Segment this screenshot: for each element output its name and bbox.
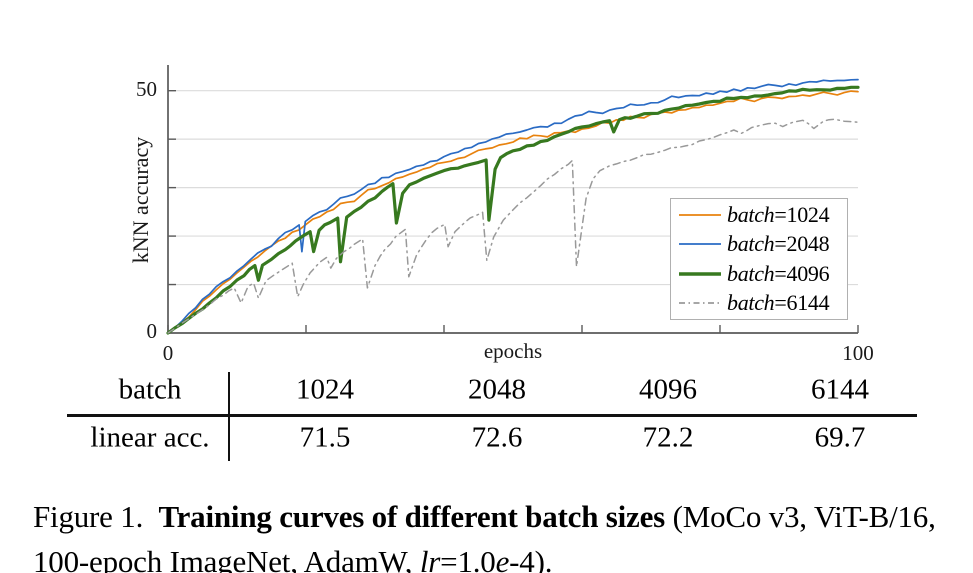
y-axis-label: kNN accuracy — [128, 136, 153, 264]
series-line-batch-6144 — [167, 118, 859, 334]
x-tick-label-100: 100 — [842, 341, 874, 365]
legend-line-sample — [679, 243, 721, 246]
table-cell: 4096 — [639, 373, 697, 406]
caption-segment: =1.0 — [440, 543, 496, 573]
legend-label: batch=2048 — [727, 231, 830, 257]
legend-label: batch=1024 — [727, 202, 830, 228]
table-cell: 1024 — [296, 373, 354, 406]
legend-line-sample — [679, 301, 721, 304]
series-line-batch-2048 — [167, 78, 859, 334]
table-cell: 69.7 — [814, 421, 866, 454]
training-curves-chart — [166, 65, 860, 335]
caption-segment: Training curves of different batch sizes — [158, 499, 666, 534]
table-cell: 72.6 — [471, 421, 523, 454]
legend-row-batch-6144: batch=6144 — [678, 289, 843, 317]
x-tick-label-0: 0 — [162, 341, 174, 365]
caption-segment: (MoCo v3, ViT-B/16, 100-epoch ImageNet, … — [33, 499, 936, 573]
table-row-label: linear acc. — [90, 421, 210, 454]
table-cell: 6144 — [811, 373, 869, 406]
table-cell: 2048 — [468, 373, 526, 406]
legend-line-sample — [679, 214, 721, 217]
table-row-label: batch — [118, 373, 182, 406]
legend-row-batch-1024: batch=1024 — [678, 201, 843, 229]
table-midrule — [67, 414, 917, 418]
legend-row-batch-4096: batch=4096 — [678, 260, 843, 288]
table-cell: 72.2 — [642, 421, 694, 454]
legend-line-sample — [679, 271, 721, 276]
y-tick-label-0: 0 — [146, 319, 158, 343]
caption-segment: -4). — [509, 543, 553, 573]
caption-segment: Figure 1. — [33, 499, 159, 534]
caption-segment: lr — [419, 543, 441, 573]
series-line-batch-4096 — [166, 85, 860, 335]
legend-label: batch=6144 — [727, 289, 830, 315]
x-axis-label: epochs — [483, 339, 543, 363]
legend-row-batch-2048: batch=2048 — [678, 230, 843, 258]
figure-caption: Figure 1. Training curves of different b… — [33, 495, 949, 573]
table-cell: 71.5 — [299, 421, 351, 454]
legend-label: batch=4096 — [727, 260, 830, 286]
chart-legend: batch=1024 batch=2048 batch=4096 batch=6144 — [670, 198, 848, 320]
y-tick-label-50: 50 — [136, 76, 157, 101]
caption-segment: e — [495, 543, 510, 573]
